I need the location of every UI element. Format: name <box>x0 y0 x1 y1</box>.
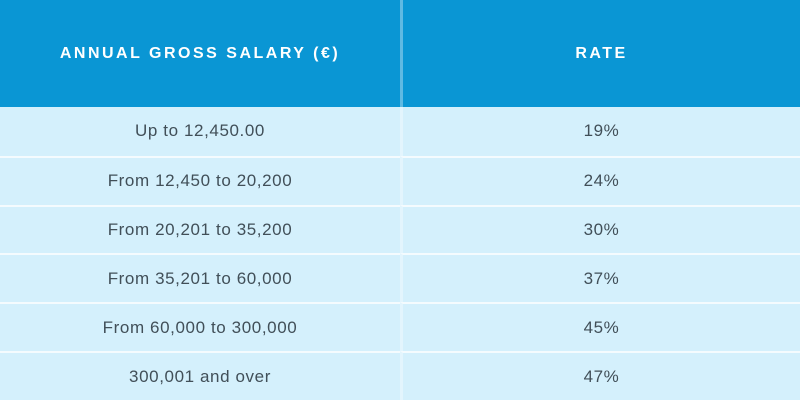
salary-cell: 300,001 and over <box>0 351 400 400</box>
rate-cell: 30% <box>400 204 800 254</box>
rate-cell: 24% <box>400 155 800 205</box>
header-cell-salary: ANNUAL GROSS SALARY (€) <box>0 0 400 107</box>
salary-cell: From 12,450 to 20,200 <box>0 155 400 205</box>
rate-cell: 45% <box>400 302 800 352</box>
salary-cell: From 60,000 to 300,000 <box>0 302 400 352</box>
rate-cell: 37% <box>400 253 800 303</box>
rate-cell: 47% <box>400 351 800 400</box>
rate-cell: 19% <box>400 107 800 156</box>
salary-cell: Up to 12,450.00 <box>0 107 400 156</box>
salary-cell: From 35,201 to 60,000 <box>0 253 400 303</box>
salary-cell: From 20,201 to 35,200 <box>0 204 400 254</box>
header-cell-rate: RATE <box>400 0 800 107</box>
